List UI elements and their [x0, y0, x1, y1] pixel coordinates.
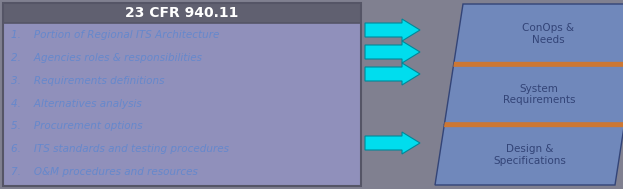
Polygon shape [365, 41, 420, 63]
Text: 1.    Portion of Regional ITS Architecture: 1. Portion of Regional ITS Architecture [11, 30, 219, 40]
Bar [3, 3, 361, 23]
Text: ConOps &
Needs: ConOps & Needs [522, 23, 574, 45]
Text: System
Requirements: System Requirements [503, 84, 575, 105]
Text: 23 CFR 940.11: 23 CFR 940.11 [125, 6, 239, 20]
Text: 7.    O&M procedures and resources: 7. O&M procedures and resources [11, 167, 198, 177]
Polygon shape [444, 122, 623, 127]
Text: Design &
Specifications: Design & Specifications [493, 144, 566, 166]
Polygon shape [454, 4, 623, 64]
Polygon shape [435, 125, 623, 185]
Bar [3, 23, 361, 186]
Polygon shape [444, 64, 623, 125]
Text: 3.    Requirements definitions: 3. Requirements definitions [11, 76, 164, 86]
Polygon shape [365, 19, 420, 41]
Polygon shape [454, 62, 623, 67]
Text: 6.    ITS standards and testing procedures: 6. ITS standards and testing procedures [11, 144, 229, 154]
Bar [3, 3, 361, 186]
Text: 2.    Agencies roles & responsibilities: 2. Agencies roles & responsibilities [11, 53, 202, 63]
Text: 4.    Alternatives analysis: 4. Alternatives analysis [11, 99, 142, 109]
Polygon shape [365, 132, 420, 154]
Text: 5.    Procurement options: 5. Procurement options [11, 121, 143, 131]
Polygon shape [365, 63, 420, 85]
